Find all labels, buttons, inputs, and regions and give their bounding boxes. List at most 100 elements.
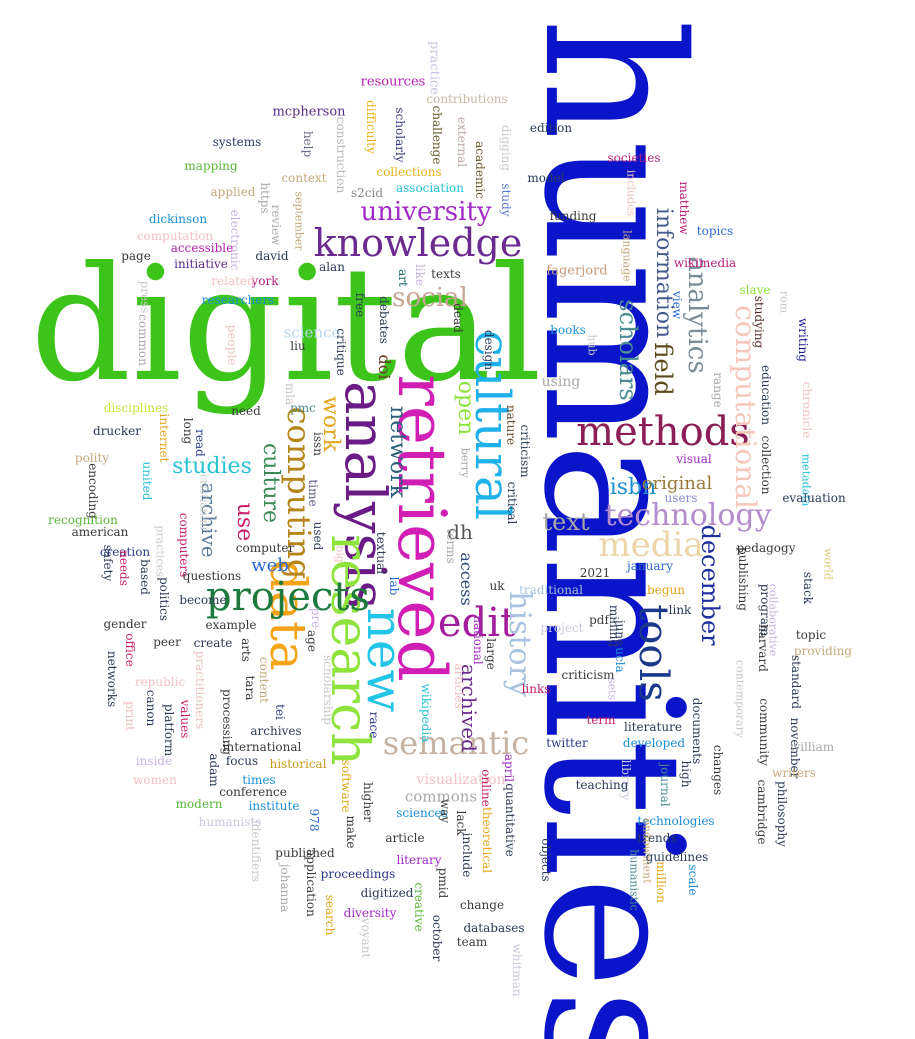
word-creative: creative <box>412 882 426 932</box>
word-traditional: traditional <box>519 583 583 597</box>
word-literary: literary <box>396 853 442 867</box>
word-alan: alan <box>319 260 345 274</box>
word-applied: applied <box>210 185 256 199</box>
word-humanists: humanists <box>198 815 262 829</box>
word-change: change <box>459 898 505 912</box>
word-objects: objects <box>539 838 553 882</box>
word-women: women <box>133 773 177 787</box>
word-tara: tara <box>243 675 257 701</box>
word-september: september <box>292 191 306 251</box>
word-read: read <box>193 429 207 457</box>
word-providing: providing <box>793 644 853 658</box>
word-projects: projects <box>206 574 370 620</box>
word-republic: republic <box>134 675 186 689</box>
word-language: language <box>620 230 634 282</box>
word-association: association <box>395 181 465 195</box>
word-developed: developed <box>622 736 686 750</box>
word-online: online <box>479 769 493 807</box>
word-edit: edit <box>437 600 517 646</box>
word-york: york <box>251 274 279 288</box>
word-politics: politics <box>157 576 171 622</box>
word-johanna: johanna <box>278 863 292 913</box>
word-link: link <box>668 603 692 617</box>
word-university: university <box>360 197 492 227</box>
word-edition: edition <box>529 121 573 135</box>
word-documents: documents <box>690 697 704 765</box>
word-national: national <box>471 615 485 665</box>
word-accessible: accessible <box>170 241 234 255</box>
word-need: need <box>231 404 261 418</box>
word-voyant: voyant <box>359 917 373 959</box>
word-databases: databases <box>463 921 525 935</box>
word-race: race <box>367 711 381 739</box>
word-guidelines: guidelines <box>645 850 709 864</box>
word-inside: inside <box>135 754 173 768</box>
word-digital: digital <box>30 233 542 417</box>
word-united: united <box>140 461 154 501</box>
word-978: 978 <box>307 808 321 832</box>
word-2021: 2021 <box>579 566 611 580</box>
word-october: october <box>430 914 444 962</box>
word-wikimedia: wikimedia <box>673 256 737 270</box>
word-david: david <box>255 249 289 263</box>
word-initiative: initiative <box>174 257 228 271</box>
word-hub: hub <box>585 334 599 356</box>
word-mcpherson: mcpherson <box>272 104 346 120</box>
word-original: original <box>641 473 713 494</box>
word-disciplines: disciplines <box>103 401 169 415</box>
word-journal: journal <box>658 763 672 807</box>
word-theoretical: theoretical <box>480 806 494 874</box>
word-identifiers: identifiers <box>249 819 263 883</box>
word-focus: focus <box>225 754 259 768</box>
word-adam: adam <box>207 753 221 787</box>
word-slave: slave <box>739 283 771 297</box>
word-based: based <box>138 559 152 595</box>
word-criticism: criticism <box>561 668 615 682</box>
word-project: project <box>540 621 584 635</box>
word-practice: practice <box>426 41 442 95</box>
word-drucker: drucker <box>93 424 141 438</box>
word-view: view <box>670 291 684 319</box>
word-june: june <box>613 619 627 647</box>
word-design: design <box>482 329 496 371</box>
word-twitter: twitter <box>546 736 588 750</box>
word-lab: lab <box>387 576 401 596</box>
word-times: times <box>242 773 276 787</box>
word-external: external <box>455 116 469 168</box>
word-pdf: pdf <box>589 613 609 627</box>
word-model: model <box>527 171 565 185</box>
word-technologies: technologies <box>637 814 715 828</box>
word-computers: computers <box>177 512 191 578</box>
word-dead: dead <box>451 303 465 333</box>
word-application: application <box>304 849 318 917</box>
word-pre: pre <box>309 607 323 629</box>
word-cambridge: cambridge <box>755 779 769 845</box>
word-scale: scale <box>686 864 700 896</box>
word-quantitative: quantitative <box>503 783 517 857</box>
word-institute: institute <box>248 799 300 813</box>
word-create: create <box>193 636 233 650</box>
word-press: press <box>138 280 152 314</box>
word-writers: writers <box>772 766 816 780</box>
word-computer: computer <box>235 541 295 555</box>
word-methods: methods <box>576 409 750 455</box>
word-questions: questions <box>182 569 242 583</box>
word-difficulty: difficulty <box>364 100 378 154</box>
word-analytics: analytics <box>682 256 712 374</box>
word-matthew: matthew <box>677 181 691 235</box>
word-electronic: electronic <box>228 209 242 271</box>
word-archives: archives <box>250 724 302 738</box>
word-terms: terms <box>444 528 458 564</box>
word-users: users <box>664 491 698 505</box>
word-visual: visual <box>676 452 712 466</box>
word-funding: funding <box>549 209 597 223</box>
word-academic: academic <box>473 141 487 199</box>
word-issn: issn <box>311 432 325 456</box>
word-trends: trends <box>637 831 677 845</box>
word-whitman: whitman <box>510 943 524 997</box>
word-topic: topic <box>795 628 827 642</box>
word-needs: needs <box>117 550 131 586</box>
word-proceedings: proceedings <box>320 867 396 881</box>
word-evaluation: evaluation <box>782 491 846 505</box>
